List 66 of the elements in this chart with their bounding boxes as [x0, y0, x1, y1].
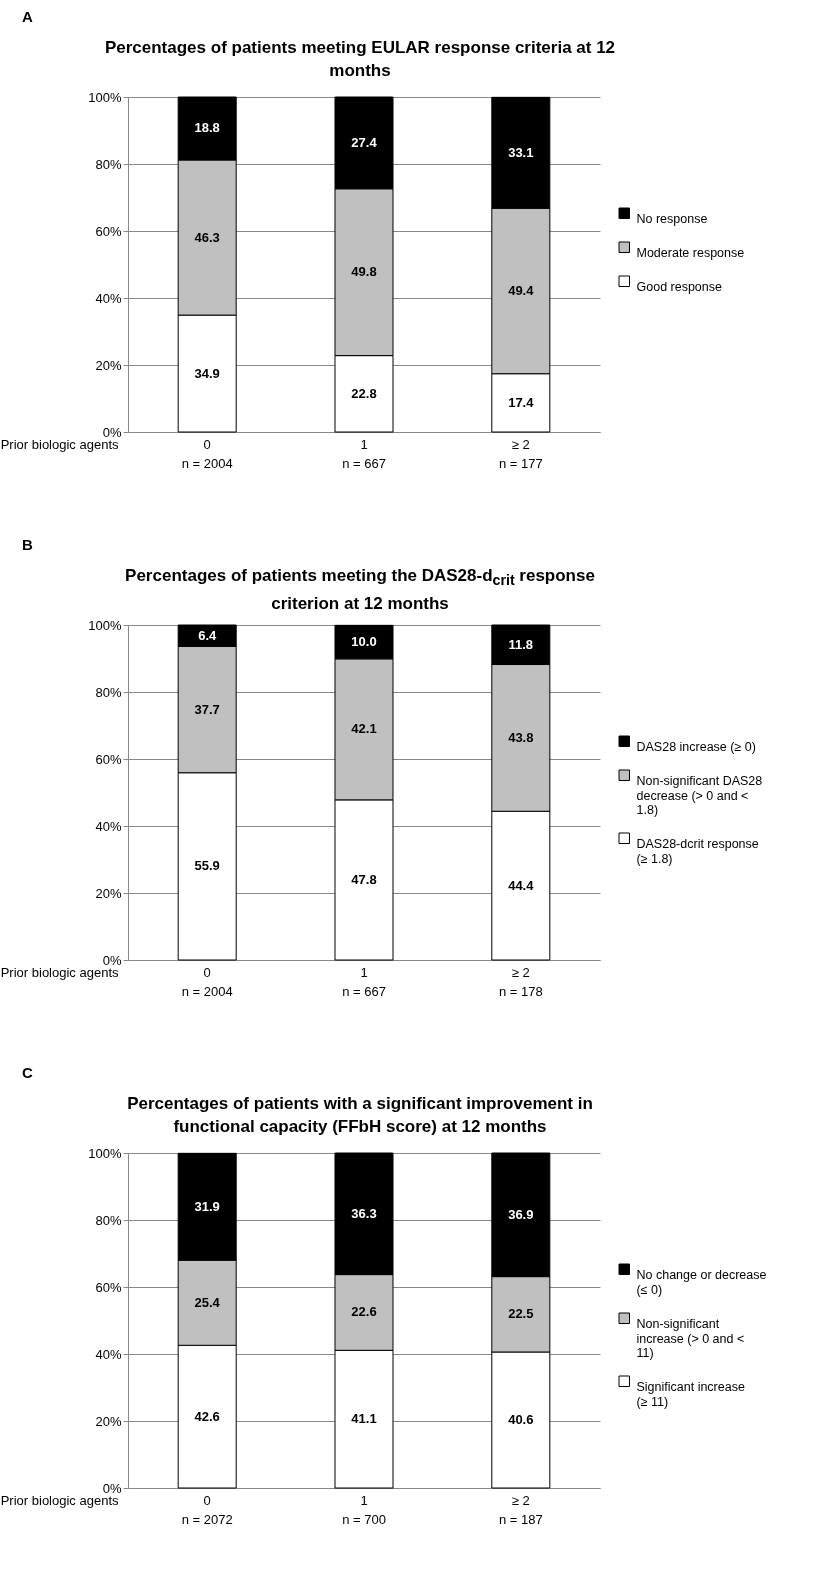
y-tick-label: 60%	[95, 223, 122, 239]
y-tick-label: 100%	[88, 1145, 122, 1161]
data-label: 25.4	[194, 1294, 221, 1310]
data-label: 11.8	[508, 636, 534, 652]
legend-label: Moderate response	[636, 246, 745, 261]
x-tick-label: 0 n = 2004	[181, 964, 233, 999]
legend-label: DAS28 increase (≥ 0)	[636, 740, 756, 755]
x-tick-label: 1 n = 667	[342, 436, 386, 471]
x-tick-label: 0 n = 2004	[181, 436, 233, 471]
chart-title: Percentages of patients meeting the DAS28-d$_{crit}$ response criterion at 12 months	[125, 566, 595, 614]
data-label: 22.6	[351, 1304, 377, 1320]
legend-label: Non-significant increase (> 0 and < 11)	[636, 1317, 745, 1361]
y-tick-label: 100%	[88, 89, 122, 105]
text: B	[22, 536, 33, 553]
x-tick-label: 1 n = 667	[342, 964, 386, 999]
legend-label: Non-significant DAS28 decrease (> 0 and < 1.8)	[636, 774, 763, 818]
data-label: 37.7	[194, 701, 220, 717]
data-label: 34.9	[194, 365, 220, 381]
legend-label: No change or decrease (≤ 0)	[636, 1268, 767, 1297]
y-tick-label: 80%	[95, 684, 122, 700]
legend-label: Significant increase (≥ 11)	[636, 1380, 745, 1409]
y-tick-label: 20%	[95, 885, 122, 901]
y-tick-label: 20%	[95, 357, 122, 373]
data-label: 36.9	[508, 1206, 534, 1222]
data-label: 47.8	[351, 871, 377, 887]
data-label: 49.4	[508, 282, 535, 298]
data-label: 41.1	[351, 1411, 377, 1427]
data-label: 6.4	[198, 627, 217, 643]
data-label: 44.4	[508, 877, 535, 893]
y-tick-label: 40%	[95, 1346, 122, 1362]
y-tick-label: 80%	[95, 156, 122, 172]
legend-label: No response	[636, 212, 708, 227]
y-tick-label: 40%	[95, 818, 122, 834]
data-label: 22.5	[508, 1306, 534, 1322]
chart-title: Percentages of patients with a significant improvement in functional capacity (FFbH score) at 12 months	[126, 1093, 594, 1138]
data-label: 17.4	[508, 394, 535, 410]
y-tick-label: 60%	[95, 1279, 122, 1295]
data-label: 42.1	[351, 721, 377, 737]
data-label: 31.9	[194, 1198, 220, 1214]
data-label: 46.3	[194, 229, 220, 245]
legend-label: DAS28-dcrit response (≥ 1.8)	[636, 837, 759, 866]
data-label: 40.6	[508, 1411, 534, 1427]
data-label: 22.8	[351, 385, 377, 401]
y-tick-label: 40%	[95, 290, 122, 306]
data-label: 33.1	[508, 144, 534, 160]
legend-label: Good response	[636, 280, 723, 295]
chart-title: Percentages of patients meeting EULAR response criteria at 12 months	[103, 37, 617, 82]
data-label: 55.9	[194, 858, 220, 874]
text: A	[22, 8, 33, 25]
data-label: 43.8	[508, 729, 534, 745]
y-tick-label: 20%	[95, 1413, 122, 1429]
x-tick-label: 0 n = 2072	[181, 1492, 233, 1527]
y-tick-label: 60%	[95, 751, 122, 767]
y-tick-label: 80%	[95, 1212, 122, 1228]
x-tick-label: ≥ 2 n = 187	[498, 1492, 543, 1527]
data-label: 42.6	[194, 1408, 220, 1424]
x-tick-label: 1 n = 700	[342, 1492, 386, 1527]
data-label: 49.8	[351, 264, 377, 280]
x-tick-label: ≥ 2 n = 177	[498, 436, 543, 471]
y-tick-label: 100%	[88, 617, 122, 633]
data-label: 18.8	[194, 120, 220, 136]
data-label: 10.0	[351, 634, 377, 650]
text: C	[22, 1064, 33, 1081]
data-label: 27.4	[351, 134, 378, 150]
x-tick-label: ≥ 2 n = 178	[498, 964, 543, 999]
data-label: 36.3	[351, 1205, 377, 1221]
